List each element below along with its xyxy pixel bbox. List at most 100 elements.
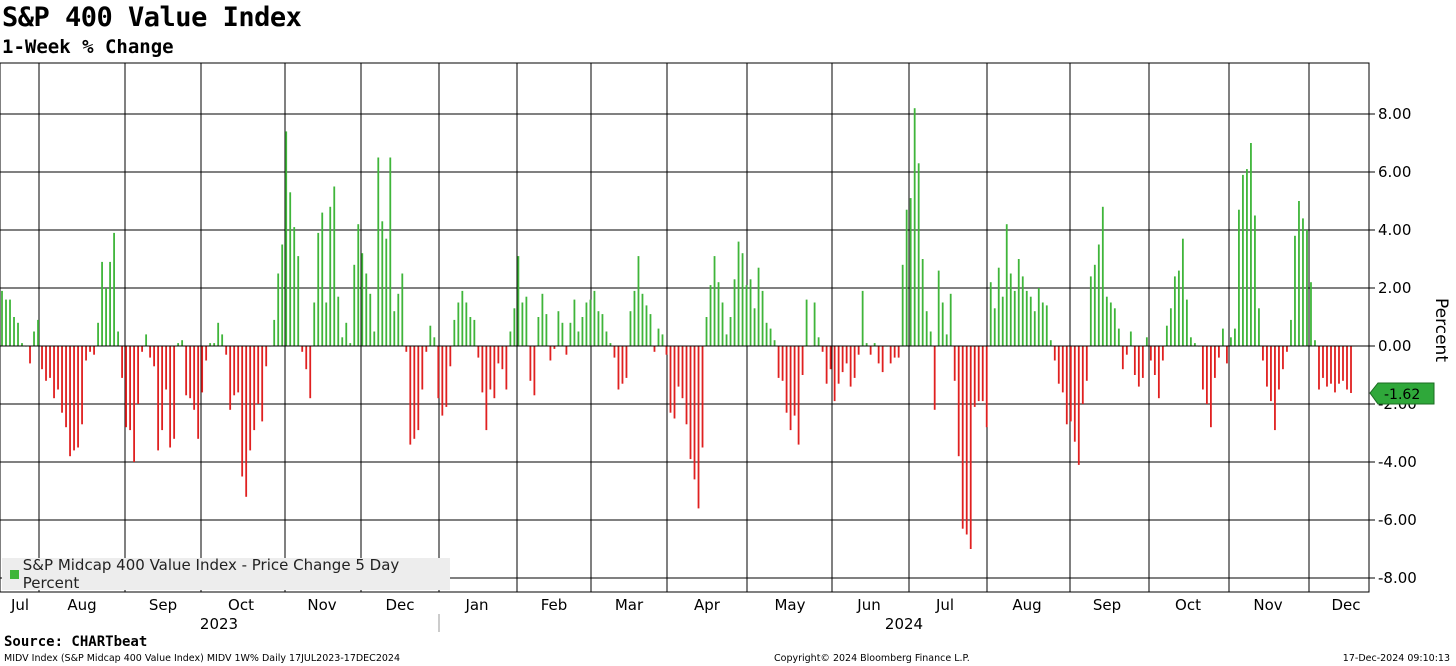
bar [457, 302, 460, 346]
bar [177, 343, 180, 346]
bar [77, 346, 79, 448]
bar [305, 346, 308, 370]
x-axis-ticks: Jul Aug Sep Oct Nov Dec Jan Feb Mar Apr May Jun Jul A… [10, 596, 1361, 633]
bar [821, 346, 824, 352]
bar [169, 346, 172, 448]
bar [657, 328, 660, 346]
bar [505, 346, 508, 390]
bar [977, 346, 980, 402]
bar [617, 346, 620, 390]
bar [637, 256, 640, 346]
bar [81, 346, 83, 425]
bar [493, 346, 496, 399]
bar [677, 346, 680, 387]
bar [429, 325, 432, 346]
x-tick-label: Jul [935, 596, 954, 614]
bar [533, 346, 536, 396]
bar [501, 346, 504, 370]
bar [217, 322, 220, 346]
bar [401, 273, 404, 346]
bar [1310, 282, 1312, 346]
bar [389, 157, 392, 346]
y-axis-ticks: 8.006.004.002.000.00-2.00-4.00-6.00-8.00 [1369, 105, 1417, 587]
bar [409, 346, 412, 445]
bar [337, 296, 340, 346]
bar [841, 346, 844, 373]
bar [937, 270, 940, 346]
bar [353, 264, 356, 346]
bar [5, 299, 7, 346]
bar [1234, 328, 1236, 346]
bar [1262, 346, 1264, 361]
bar [289, 192, 292, 346]
bar [473, 319, 476, 346]
bar [689, 346, 692, 460]
bar [913, 108, 916, 346]
bar [1294, 235, 1296, 346]
bar [1089, 276, 1092, 346]
bar [757, 267, 760, 346]
bar [193, 346, 196, 410]
bar [609, 343, 612, 346]
bar [233, 346, 236, 396]
bar [465, 302, 468, 346]
bar [741, 253, 744, 346]
source-label: Source: CHARTbeat [4, 634, 148, 650]
bar [461, 290, 464, 346]
bar [877, 346, 880, 364]
bar [1169, 308, 1172, 346]
bar [65, 346, 67, 428]
bar [981, 346, 984, 402]
bar [333, 186, 336, 346]
y-tick-label: 2.00 [1378, 279, 1411, 297]
bar [1218, 346, 1220, 358]
bar [1113, 308, 1116, 346]
bar [1, 290, 3, 346]
bar [1025, 290, 1028, 346]
bar [1013, 290, 1016, 346]
bar [37, 319, 39, 346]
bar [993, 308, 996, 346]
bar [1097, 244, 1100, 346]
bar [753, 308, 756, 346]
bar [1009, 273, 1012, 346]
bar [145, 334, 148, 346]
bar [433, 337, 436, 346]
bar [853, 346, 856, 378]
bar [997, 267, 1000, 346]
bar [1189, 337, 1192, 346]
x-tick-label: Jul [10, 596, 29, 614]
bar [917, 163, 920, 346]
bar [893, 346, 896, 358]
bar [497, 346, 500, 364]
bar [537, 317, 540, 346]
bar [669, 346, 672, 413]
copyright: Copyright© 2024 Bloomberg Finance L.P. [774, 653, 970, 664]
bar [513, 308, 516, 346]
bar [685, 346, 688, 425]
bar [89, 346, 91, 352]
x-tick-label: Dec [385, 596, 414, 614]
bar [1302, 218, 1304, 346]
bar [1238, 209, 1240, 346]
bar [61, 346, 63, 413]
legend-swatch [10, 569, 19, 579]
bar [1129, 331, 1132, 346]
bar [789, 346, 792, 431]
bar [45, 346, 47, 381]
bar [297, 256, 300, 346]
bar [897, 346, 900, 358]
bar [1222, 328, 1224, 346]
bar [1105, 296, 1108, 346]
bar [57, 346, 59, 390]
bar [369, 293, 372, 346]
bar [1350, 346, 1352, 393]
bar [357, 224, 360, 346]
bar [665, 346, 668, 355]
bar [69, 346, 71, 457]
bar [901, 264, 904, 346]
bar [525, 296, 528, 346]
bar [965, 346, 968, 535]
bar [1121, 346, 1124, 370]
bar [845, 346, 848, 364]
